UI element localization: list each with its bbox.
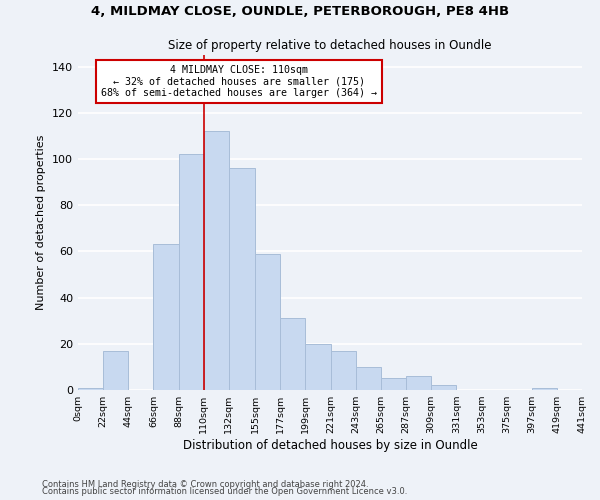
Bar [406, 376, 431, 390]
Bar [381, 378, 406, 390]
Text: Contains public sector information licensed under the Open Government Licence v3: Contains public sector information licen… [42, 488, 407, 496]
Bar [255, 254, 280, 390]
Bar [154, 244, 179, 390]
Bar [331, 350, 356, 390]
Bar [78, 388, 103, 390]
Bar [532, 388, 557, 390]
Bar [431, 386, 456, 390]
Text: 4 MILDMAY CLOSE: 110sqm
← 32% of detached houses are smaller (175)
68% of semi-d: 4 MILDMAY CLOSE: 110sqm ← 32% of detache… [101, 65, 377, 98]
Y-axis label: Number of detached properties: Number of detached properties [37, 135, 46, 310]
Bar [179, 154, 204, 390]
Text: Contains HM Land Registry data © Crown copyright and database right 2024.: Contains HM Land Registry data © Crown c… [42, 480, 368, 489]
X-axis label: Distribution of detached houses by size in Oundle: Distribution of detached houses by size … [182, 439, 478, 452]
Bar [280, 318, 305, 390]
Bar [305, 344, 331, 390]
Title: Size of property relative to detached houses in Oundle: Size of property relative to detached ho… [168, 40, 492, 52]
Text: 4, MILDMAY CLOSE, OUNDLE, PETERBOROUGH, PE8 4HB: 4, MILDMAY CLOSE, OUNDLE, PETERBOROUGH, … [91, 5, 509, 18]
Bar [229, 168, 255, 390]
Bar [204, 131, 229, 390]
Bar [356, 367, 381, 390]
Bar [103, 350, 128, 390]
